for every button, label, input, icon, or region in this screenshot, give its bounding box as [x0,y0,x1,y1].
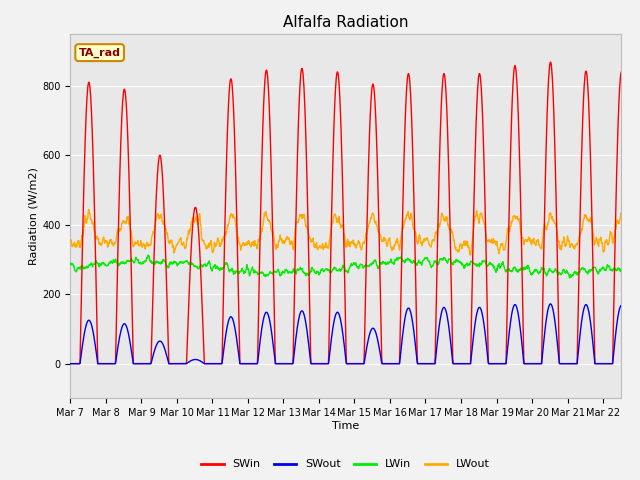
X-axis label: Time: Time [332,421,359,431]
Title: Alfalfa Radiation: Alfalfa Radiation [283,15,408,30]
Y-axis label: Radiation (W/m2): Radiation (W/m2) [28,167,38,265]
Legend: SWin, SWout, LWin, LWout: SWin, SWout, LWin, LWout [197,455,494,474]
Text: TA_rad: TA_rad [79,48,121,58]
